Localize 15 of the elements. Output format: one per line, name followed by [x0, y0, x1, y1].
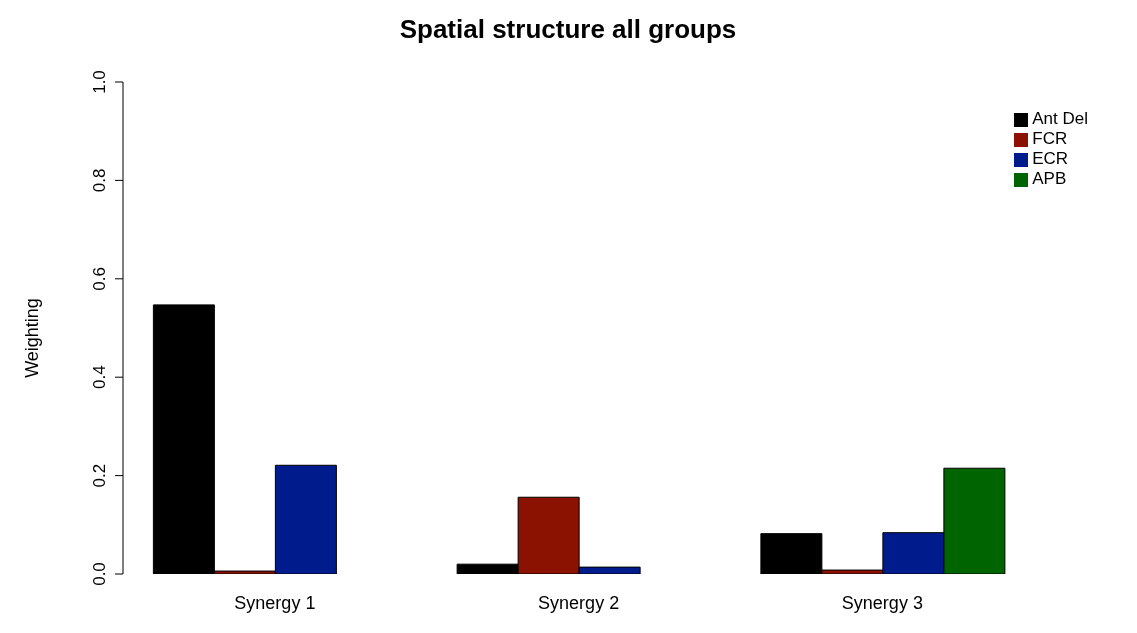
x-tick-label: Synergy 1: [234, 592, 316, 613]
chart-title: Spatial structure all groups: [398, 13, 738, 46]
y-axis-title: Weighting: [21, 298, 43, 378]
x-tick-label: Synergy 3: [841, 592, 923, 613]
y-tick-label: 0.4: [90, 365, 109, 390]
y-tick-label: 0.0: [90, 562, 109, 586]
legend-label: ECR: [1032, 149, 1069, 168]
legend-label: Ant Del: [1032, 109, 1088, 128]
legend-label: FCR: [1032, 129, 1068, 148]
legend-label: APB: [1032, 169, 1067, 188]
y-tick-label: 1.0: [90, 70, 109, 94]
y-tick-label: 0.6: [90, 266, 109, 291]
y-tick-label: 0.8: [90, 168, 109, 193]
y-tick-label: 0.2: [90, 463, 109, 488]
x-tick-label: Synergy 2: [538, 592, 620, 613]
